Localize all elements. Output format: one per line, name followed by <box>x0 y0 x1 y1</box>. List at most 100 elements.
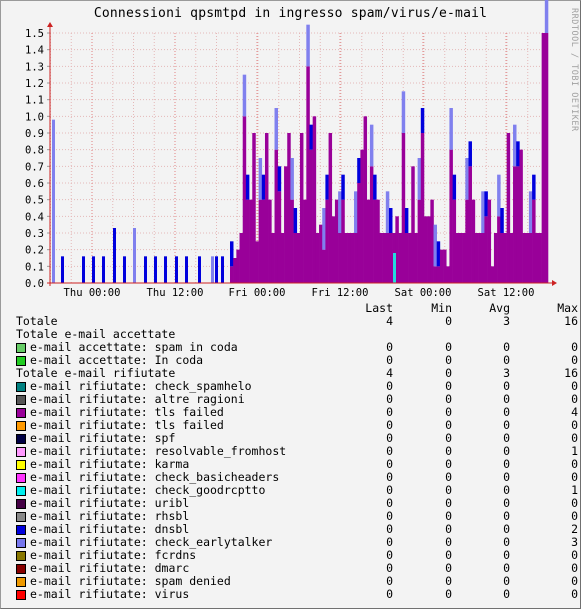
bar-tls-failed <box>541 33 546 283</box>
bar-tls-failed <box>455 233 460 283</box>
bar-tls-failed <box>462 233 466 283</box>
bar-cap <box>357 158 361 183</box>
legend-row: e-mail rifiutate: tls failed 0 0 0 4 <box>16 406 578 419</box>
bar-tls-failed <box>363 116 368 283</box>
legend-row: e-mail accettate: spam in coda 0 0 0 0 <box>16 340 578 354</box>
legend-swatch <box>16 564 26 574</box>
bar-tls-failed <box>522 233 527 283</box>
bar-dnsbl <box>154 256 157 283</box>
legend-last: 0 <box>386 444 393 458</box>
legend-row: e-mail rifiutate: dnsbl 0 0 0 2 <box>16 522 578 536</box>
bar-tls-failed <box>458 233 463 283</box>
legend-min: 0 <box>445 431 452 445</box>
bar-cap <box>452 174 457 200</box>
legend-row: e-mail rifiutate: rhsbl 0 0 0 0 <box>16 509 578 523</box>
bar-tls-failed <box>452 199 457 283</box>
bar-tls-failed <box>500 233 504 283</box>
legend-last: 0 <box>386 535 393 549</box>
legend-label: e-mail accettate: In coda <box>30 353 204 367</box>
bar-tls-failed <box>264 133 269 283</box>
legend-label: e-mail rifiutate: karma <box>30 457 190 471</box>
bar-tls-failed <box>306 66 310 283</box>
legend-label: e-mail accettate: spam in coda <box>30 340 238 354</box>
bar-cap <box>322 208 326 250</box>
bar-tls-failed <box>481 233 485 283</box>
bar-tls-failed <box>449 149 453 283</box>
legend-avg: 3 <box>503 366 510 380</box>
legend-min: 0 <box>445 379 452 393</box>
bar-tls-failed <box>334 199 339 283</box>
bar-tls-failed <box>299 133 304 283</box>
legend-last: 0 <box>386 457 393 471</box>
bar-tls-failed <box>258 199 263 283</box>
legend-row: Totale e-mail rifiutate 4 0 3 16 <box>16 366 578 380</box>
bar-tls-failed <box>382 233 387 283</box>
bar-dnsbl <box>82 256 85 283</box>
y-tick-label: 0.2 <box>25 245 44 257</box>
legend-last: 0 <box>386 340 393 354</box>
x-tick-label: Fri 12:00 <box>312 287 369 299</box>
legend-header: Last Min Avg Max <box>16 301 578 315</box>
legend-label: e-mail rifiutate: check_goodrcptto <box>30 483 266 497</box>
bar-tls-failed <box>319 224 323 283</box>
bar-cap <box>401 91 406 133</box>
legend-swatch <box>16 512 26 522</box>
legend-min: 0 <box>445 340 452 354</box>
bar-dnsbl <box>102 256 105 283</box>
bar-cap <box>258 158 263 200</box>
bar-tls-failed <box>493 233 498 283</box>
legend-swatch <box>16 577 26 587</box>
legend-avg: 3 <box>503 314 510 328</box>
stacked-bar-chart: 0.0 0.1 0.2 0.3 0.4 0.5 0.6 0.7 0.8 0.9 1.0 1.1 1.2 1… <box>25 0 557 299</box>
legend-row: e-mail rifiutate: fcrdns 0 0 0 0 <box>16 548 578 562</box>
bar-tls-failed <box>513 166 517 283</box>
bar-tls-failed <box>398 233 403 283</box>
legend-avg: 0 <box>503 574 510 588</box>
bar-cap <box>354 191 358 233</box>
bar-tls-failed <box>249 199 253 283</box>
bar-goodrcptto <box>393 253 396 283</box>
legend-avg: 0 <box>503 509 510 523</box>
legend-max: 0 <box>571 457 578 471</box>
bar-tls-failed <box>446 266 450 283</box>
legend-last: 0 <box>386 470 393 484</box>
legend-avg: 0 <box>503 496 510 510</box>
y-tick-label: 1.4 <box>25 45 44 57</box>
legend-swatch <box>16 473 26 483</box>
bar-tls-failed <box>516 166 520 283</box>
y-axis-arrow <box>47 22 53 27</box>
legend-avg: 0 <box>503 418 510 432</box>
bar-tls-failed <box>315 233 320 283</box>
x-axis-arrow <box>552 280 557 286</box>
bar-cap <box>341 174 345 200</box>
bar-dnsbl <box>164 256 167 283</box>
x-tick-label: Thu 12:00 <box>147 287 204 299</box>
legend-max: 3 <box>571 535 578 549</box>
legend-min: 0 <box>445 470 452 484</box>
legend-min: 0 <box>445 522 452 536</box>
bar-tls-failed <box>423 216 428 283</box>
bar-cap <box>516 141 520 167</box>
bar-tls-failed <box>478 233 482 283</box>
bar-tls-failed <box>261 199 266 283</box>
bar-tls-failed <box>408 233 412 283</box>
bar-dnsbl <box>198 256 201 283</box>
bar-tls-failed <box>376 199 380 283</box>
bar-tls-failed <box>497 216 501 283</box>
bar-dnsbl <box>215 256 218 283</box>
legend-max: 0 <box>571 353 578 367</box>
y-tick-label: 0.8 <box>25 145 44 157</box>
header-last: Last <box>365 301 393 315</box>
bar-tls-failed <box>284 166 288 283</box>
bar-tls-failed <box>252 133 256 283</box>
legend-swatch <box>16 525 26 535</box>
bar-tls-failed <box>303 199 307 283</box>
legend-avg: 0 <box>503 444 510 458</box>
legend-label: e-mail rifiutate: fcrdns <box>30 548 197 562</box>
legend-row: e-mail rifiutate: check_spamhelo 0 0 0 0 <box>16 379 578 393</box>
chart-title: Connessioni qpsmtpd in ingresso spam/vir… <box>93 6 488 21</box>
bar-tls-failed <box>379 233 383 283</box>
bar-tls-failed <box>357 183 361 283</box>
bar-tls-failed <box>487 199 492 283</box>
bar-dnsbl <box>61 256 64 283</box>
